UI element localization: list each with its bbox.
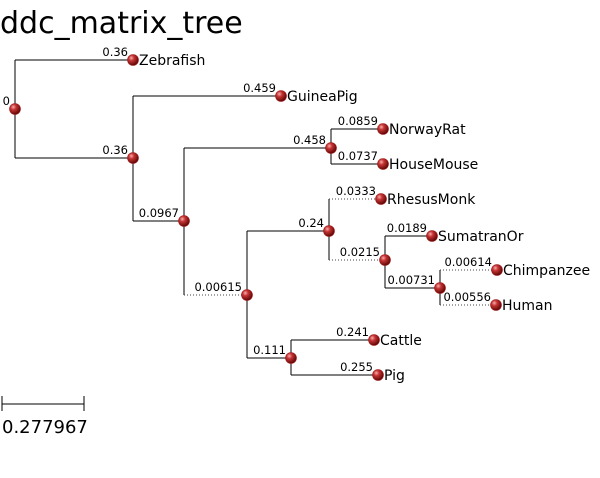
leaf-label-rhesusmonk[interactable]: RhesusMonk [387, 192, 476, 208]
leaf-label-chimpanzee[interactable]: Chimpanzee [503, 263, 590, 279]
scale-bar-label: 0.277967 [2, 417, 88, 438]
branch-length-n1: 0.36 [102, 143, 128, 157]
node-n6[interactable] [379, 254, 391, 266]
scale-bar: 0.277967 [1, 396, 88, 438]
node-n2[interactable] [178, 215, 190, 227]
branch-length-housemouse: 0.0737 [338, 149, 378, 163]
branch-length-n8: 0.111 [253, 343, 286, 357]
branch-length-human: 0.00556 [443, 290, 491, 304]
node-guineapig[interactable] [275, 90, 287, 102]
branch-length-pig: 0.255 [340, 360, 373, 374]
branch-length-chimpanzee: 0.00614 [444, 255, 492, 269]
node-norwayrat[interactable] [377, 123, 389, 135]
node-chimpanzee[interactable] [491, 264, 503, 276]
tree-branches [14, 59, 497, 376]
branch-length-rhesusmonk: 0.0333 [336, 184, 376, 198]
branch-length-n2: 0.0967 [139, 206, 179, 220]
branch-length-n6: 0.0215 [340, 245, 380, 259]
branch-length-zebrafish: 0.36 [102, 45, 128, 59]
node-n7[interactable] [434, 282, 446, 294]
leaf-label-housemouse[interactable]: HouseMouse [389, 157, 478, 173]
branch-length-n3: 0.458 [293, 133, 326, 147]
branch-length-n5: 0.24 [298, 216, 324, 230]
node-n3[interactable] [325, 142, 337, 154]
leaf-label-cattle[interactable]: Cattle [380, 333, 422, 349]
node-human[interactable] [490, 299, 502, 311]
leaf-label-human[interactable]: Human [502, 298, 553, 314]
node-pig[interactable] [372, 369, 384, 381]
node-sumatranor[interactable] [426, 230, 438, 242]
node-housemouse[interactable] [377, 158, 389, 170]
branch-length-labels: 0 0.36 Zebrafish 0.36 0.459 GuineaPig 0.0967 0.… [3, 45, 590, 384]
branch-length-root: 0 [3, 94, 10, 108]
branch-length-guineapig: 0.459 [243, 81, 276, 95]
node-n8[interactable] [285, 352, 297, 364]
branch-length-n7: 0.00731 [387, 273, 435, 287]
node-zebrafish[interactable] [127, 54, 139, 66]
node-root[interactable] [9, 103, 21, 115]
node-rhesusmonk[interactable] [375, 193, 387, 205]
node-n5[interactable] [323, 225, 335, 237]
leaf-label-guineapig[interactable]: GuineaPig [287, 89, 358, 105]
node-cattle[interactable] [368, 334, 380, 346]
node-n4[interactable] [241, 289, 253, 301]
branch-length-sumatranor: 0.0189 [387, 221, 427, 235]
leaf-label-pig[interactable]: Pig [384, 368, 405, 384]
leaf-label-zebrafish[interactable]: Zebrafish [139, 53, 205, 69]
tree-nodes [9, 54, 503, 381]
node-n1[interactable] [127, 152, 139, 164]
branch-length-cattle: 0.241 [336, 325, 369, 339]
tree-title: ddc_matrix_tree [0, 6, 243, 41]
branch-length-norwayrat: 0.0859 [338, 114, 378, 128]
leaf-label-sumatranor[interactable]: SumatranOr [438, 229, 524, 245]
branch-length-n4: 0.00615 [194, 280, 242, 294]
leaf-label-norwayrat[interactable]: NorwayRat [389, 122, 466, 138]
